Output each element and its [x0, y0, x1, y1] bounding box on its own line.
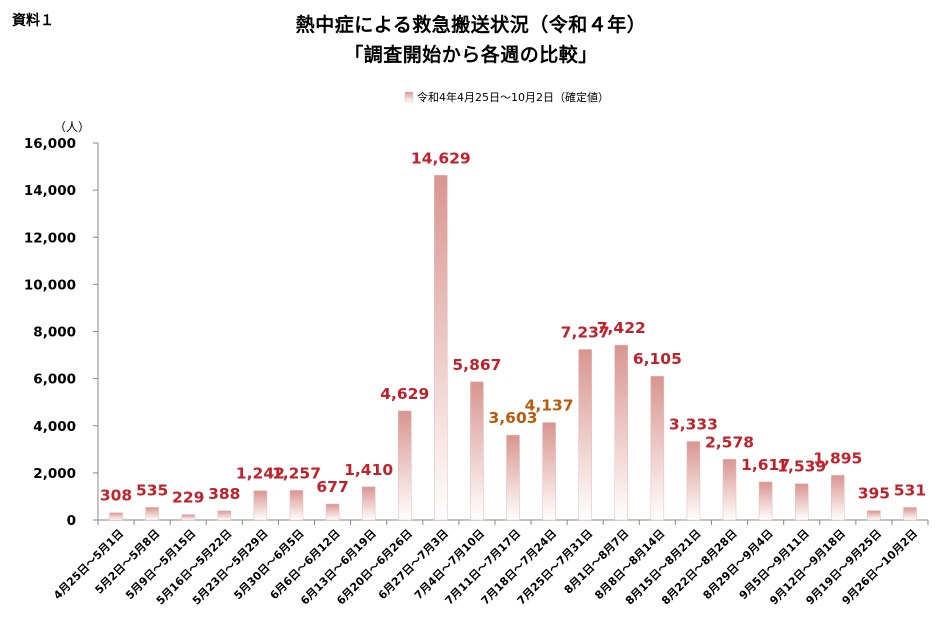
bar — [397, 410, 412, 521]
bar — [325, 503, 340, 521]
bar — [181, 514, 195, 521]
bar — [722, 459, 737, 521]
data-label: 308 — [100, 487, 132, 505]
bar — [145, 507, 159, 521]
data-label: 1,539 — [777, 458, 826, 476]
bar — [903, 507, 917, 521]
y-tick-label: 10,000 — [24, 277, 76, 293]
data-label: 1,257 — [272, 464, 321, 482]
data-label: 4,137 — [525, 397, 574, 415]
y-tick-label: 12,000 — [24, 230, 76, 246]
y-tick-label: 16,000 — [24, 136, 76, 152]
data-label: 531 — [894, 481, 926, 499]
data-label: 229 — [172, 489, 204, 507]
data-label: 7,422 — [597, 319, 646, 337]
bar — [614, 344, 629, 521]
y-tick-label: 6,000 — [33, 372, 76, 388]
data-label: 6,105 — [633, 350, 682, 368]
bar — [253, 490, 268, 521]
bar — [217, 510, 232, 521]
bar — [794, 483, 809, 521]
document-label: 資料１ — [12, 13, 54, 29]
legend-label: 令和4年4月25日～10月2日（確定値） — [417, 90, 609, 104]
y-tick-label: 0 — [67, 513, 76, 529]
bar — [758, 481, 773, 521]
y-tick-label: 4,000 — [33, 419, 76, 435]
data-label: 677 — [316, 478, 348, 496]
bar — [831, 475, 845, 521]
data-label: 3,603 — [488, 409, 537, 427]
data-label: 7,237 — [561, 323, 610, 341]
data-label: 1,410 — [344, 461, 393, 479]
data-label: 388 — [208, 485, 240, 503]
y-tick-label: 8,000 — [33, 325, 76, 341]
bar — [686, 441, 701, 521]
legend-swatch — [404, 91, 414, 103]
data-label: 3,333 — [669, 415, 718, 433]
chart-subtitle: 「調査開始から各週の比較」 — [344, 44, 598, 66]
bar — [109, 512, 123, 521]
bar — [434, 175, 448, 521]
bar — [867, 510, 881, 521]
bar — [289, 490, 304, 521]
y-tick-label: 2,000 — [33, 466, 76, 482]
data-label: 14,629 — [411, 149, 471, 167]
data-label: 2,578 — [705, 433, 754, 451]
data-label: 5,867 — [452, 356, 501, 374]
data-label: 4,629 — [380, 385, 429, 403]
data-label: 535 — [136, 481, 168, 499]
x-tick-label: 8月1日～8月7日 — [562, 527, 632, 597]
data-label: 395 — [858, 485, 890, 503]
data-label: 1,242 — [236, 465, 285, 483]
x-tick-label: 5月2日～5月8日 — [93, 527, 163, 597]
bar — [542, 422, 556, 521]
bar — [470, 381, 484, 521]
bar — [361, 486, 376, 521]
bar — [650, 375, 665, 521]
y-axis-unit-label: （人） — [54, 120, 90, 134]
bar — [578, 349, 592, 521]
y-tick-label: 14,000 — [24, 183, 76, 199]
chart-title: 熱中症による救急搬送状況（令和４年） — [295, 14, 647, 36]
data-label: 1,617 — [741, 456, 790, 474]
data-label: 1,895 — [813, 449, 862, 467]
bar — [506, 434, 520, 521]
